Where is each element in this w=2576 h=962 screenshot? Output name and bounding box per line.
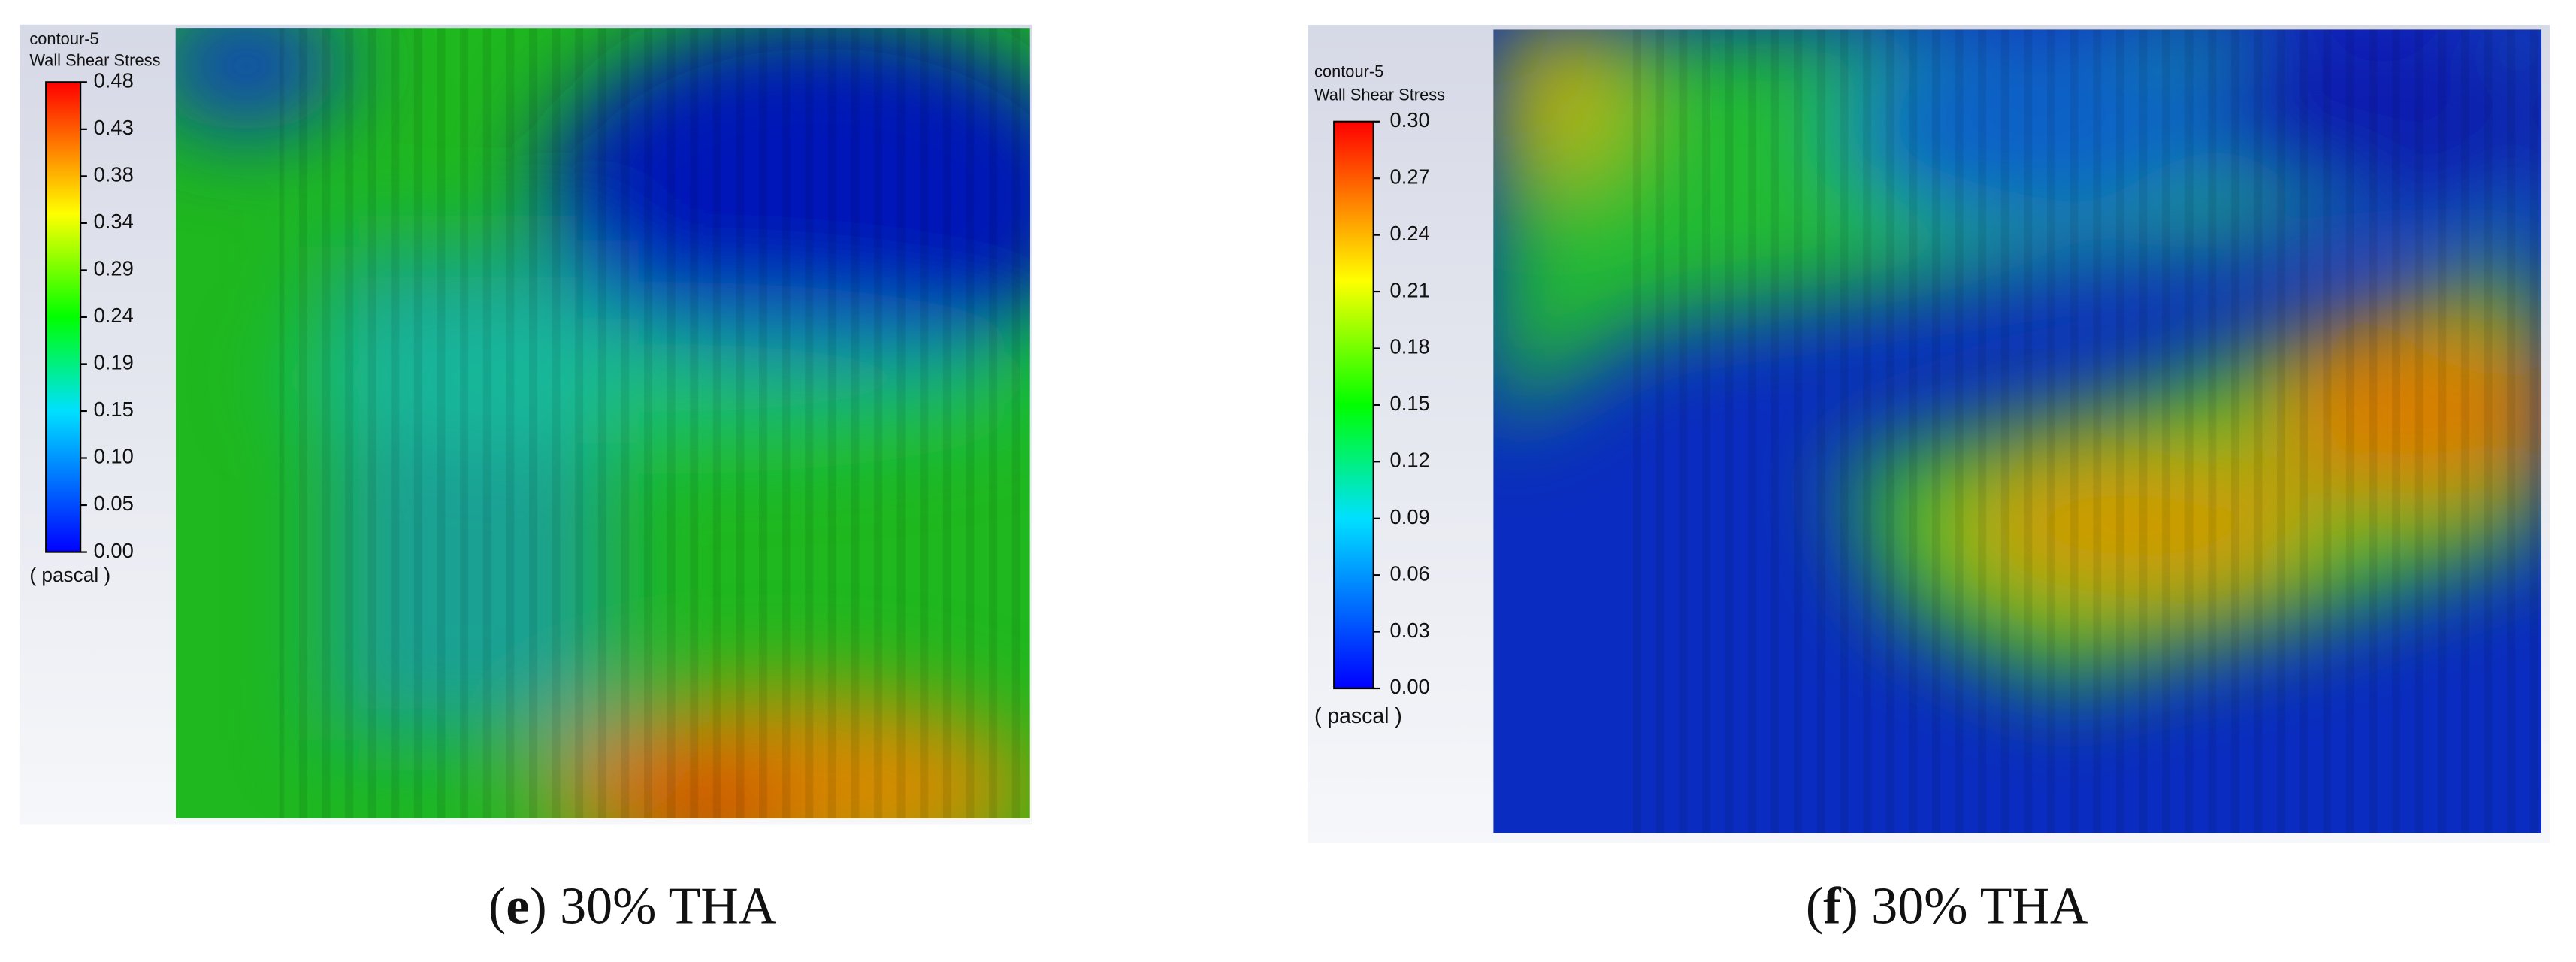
tick-label: 0.29: [94, 257, 134, 280]
tick-label: 0.38: [94, 163, 134, 186]
variable-name: Wall Shear Stress: [29, 50, 160, 69]
tick-label: 0.21: [1390, 278, 1430, 301]
contour-name: contour-5: [1314, 62, 1383, 81]
tick-label: 0.00: [94, 539, 134, 562]
caption-letter: e: [506, 878, 529, 936]
caption-letter: f: [1823, 878, 1841, 936]
tick-label: 0.24: [94, 304, 134, 327]
tick-label: 0.12: [1390, 449, 1430, 472]
colorbar-ticks: 0.30 0.27 0.24 0.21 0.18 0.15 0.12 0.09 0.06 0.03…: [1373, 108, 1430, 698]
colorbar-ticks: 0.48 0.43 0.38 0.34 0.29 0.24 0.19 0.15 0.10 0.05…: [80, 69, 134, 562]
unit: ( pascal ): [1314, 704, 1402, 728]
tick-label: 0.09: [1390, 505, 1430, 528]
tick-label: 0.15: [94, 398, 134, 421]
caption: (e) 30% THA: [488, 878, 776, 936]
tick-label: 0.05: [94, 492, 134, 515]
contour-field: [1493, 29, 2542, 833]
tick-label: 0.24: [1390, 222, 1430, 245]
caption-open: (: [488, 878, 506, 936]
contour-field: [175, 28, 1030, 818]
tick-label: 0.30: [1390, 108, 1430, 132]
tick-label: 0.15: [1390, 392, 1430, 415]
tick-label: 0.27: [1390, 165, 1430, 188]
caption-text: ) 30% THA: [1841, 878, 2088, 936]
tick-label: 0.43: [94, 116, 134, 139]
tick-label: 0.48: [94, 69, 134, 92]
colorbar: [45, 81, 82, 553]
tick-label: 0.34: [94, 210, 134, 233]
tick-label: 0.19: [94, 351, 134, 374]
tick-label: 0.06: [1390, 561, 1430, 585]
tick-label: 0.10: [94, 445, 134, 468]
caption-open: (: [1806, 878, 1823, 936]
caption-text: ) 30% THA: [529, 878, 776, 936]
caption: (f) 30% THA: [1806, 878, 2088, 936]
variable-name: Wall Shear Stress: [1314, 85, 1445, 104]
unit: ( pascal ): [29, 564, 110, 586]
contour-name: contour-5: [29, 29, 98, 48]
colorbar: [1333, 120, 1374, 690]
tick-label: 0.00: [1390, 675, 1430, 698]
tick-label: 0.18: [1390, 335, 1430, 358]
tick-label: 0.03: [1390, 619, 1430, 642]
